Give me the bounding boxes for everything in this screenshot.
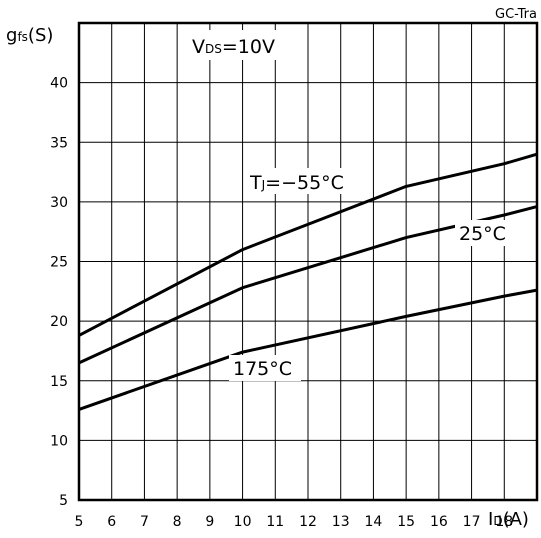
x-tick-label: 13 bbox=[332, 514, 350, 530]
series-label-minus55: TJ=−55°C bbox=[244, 168, 362, 194]
x-tick-label: 14 bbox=[365, 514, 383, 530]
y-tick-label: 5 bbox=[59, 493, 68, 509]
series-label-minus55-text: TJ=−55°C bbox=[249, 172, 344, 194]
x-tick-label: 12 bbox=[299, 514, 317, 530]
series-minus55-rest: =−55°C bbox=[265, 172, 344, 194]
data-curves bbox=[78, 152, 538, 411]
y-tick-label: 30 bbox=[50, 195, 68, 211]
x-tick-label: 8 bbox=[173, 514, 182, 530]
y-tick-label: 20 bbox=[50, 314, 68, 330]
series-minus55-sub: J bbox=[261, 178, 266, 192]
grid-lines bbox=[79, 23, 537, 500]
x-axis-title: ID(A) bbox=[488, 509, 529, 530]
x-tick-label: 5 bbox=[75, 514, 84, 530]
y-tick-label: 10 bbox=[50, 433, 68, 449]
series-line-1 bbox=[78, 205, 538, 365]
x-tick-label: 17 bbox=[463, 514, 481, 530]
series-label-175: 175°C bbox=[229, 355, 301, 381]
x-tick-label: 9 bbox=[205, 514, 214, 530]
series-label-25-text: 25°C bbox=[459, 223, 506, 245]
y-axis-title: gfs(S) bbox=[6, 25, 53, 46]
series-label-175-text: 175°C bbox=[233, 358, 292, 380]
x-tick-labels: 5 6 7 8 9 10 11 12 13 14 15 16 17 18 bbox=[75, 514, 514, 530]
y-tick-label: 40 bbox=[50, 76, 68, 92]
x-tick-label: 16 bbox=[430, 514, 448, 530]
condition-box: VDS=10V bbox=[184, 30, 290, 60]
condition-sub: DS bbox=[205, 42, 222, 56]
y-axis-unit: (S) bbox=[28, 25, 53, 46]
plot-frame bbox=[77, 21, 539, 502]
x-tick-label: 7 bbox=[140, 514, 149, 530]
x-tick-label: 11 bbox=[266, 514, 284, 530]
series-minus55-main: T bbox=[249, 172, 262, 194]
y-tick-label: 35 bbox=[50, 135, 68, 151]
corner-tag: GC-Tra bbox=[495, 7, 537, 22]
y-tick-label: 15 bbox=[50, 374, 68, 390]
y-axis-sub: fs bbox=[17, 30, 27, 44]
y-tick-labels: 5 10 15 20 25 30 35 40 bbox=[50, 76, 68, 509]
series-label-25: 25°C bbox=[455, 220, 517, 246]
x-tick-label: 6 bbox=[107, 514, 116, 530]
x-tick-label: 18 bbox=[495, 514, 513, 530]
condition-main: V bbox=[192, 36, 205, 58]
x-axis-unit: (A) bbox=[503, 509, 529, 530]
condition-label: VDS=10V bbox=[192, 36, 275, 58]
x-axis-main: I bbox=[488, 509, 493, 530]
series-line-0 bbox=[78, 152, 538, 337]
x-tick-label: 15 bbox=[397, 514, 415, 530]
x-tick-label: 10 bbox=[234, 514, 252, 530]
condition-value: =10V bbox=[222, 36, 275, 58]
x-axis-sub: D bbox=[493, 514, 502, 528]
y-tick-label: 25 bbox=[50, 255, 68, 271]
series-line-2 bbox=[78, 288, 538, 411]
y-axis-main: g bbox=[6, 25, 17, 46]
